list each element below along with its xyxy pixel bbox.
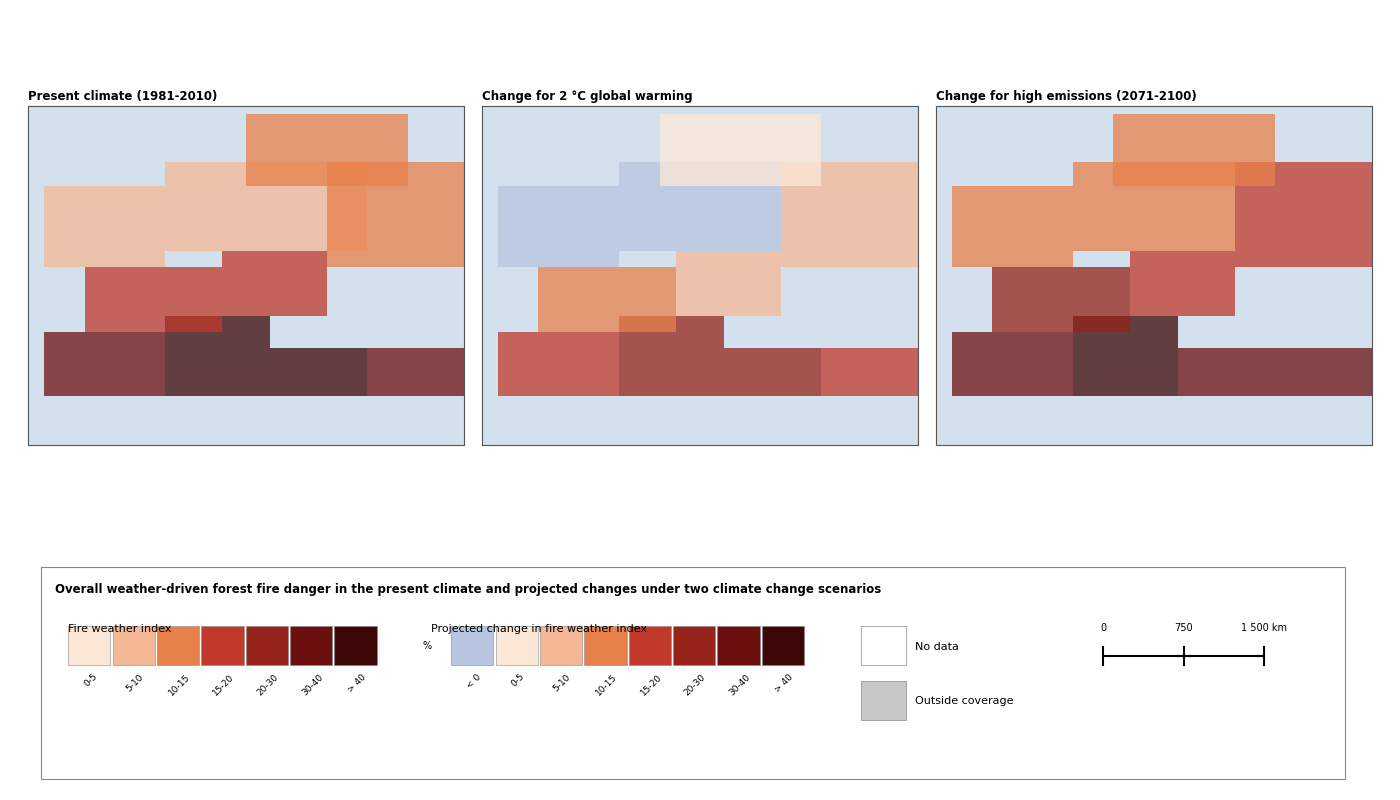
Text: < 0: < 0 — [465, 672, 483, 690]
FancyBboxPatch shape — [540, 626, 582, 666]
Text: Change for 2 °C global warming: Change for 2 °C global warming — [482, 90, 693, 103]
FancyBboxPatch shape — [335, 626, 377, 666]
Bar — [45, 332, 165, 397]
FancyBboxPatch shape — [861, 626, 906, 666]
Text: No data: No data — [916, 642, 959, 652]
Text: 0-5: 0-5 — [83, 672, 99, 689]
Bar — [1072, 162, 1235, 251]
Text: 30-40: 30-40 — [300, 672, 325, 697]
Text: 10-15: 10-15 — [167, 672, 192, 697]
Bar — [367, 348, 465, 397]
Bar — [246, 114, 407, 186]
Text: 15-20: 15-20 — [211, 672, 237, 697]
FancyBboxPatch shape — [762, 626, 804, 666]
Bar — [781, 162, 918, 267]
Text: > 40: > 40 — [346, 672, 368, 694]
Bar — [223, 251, 328, 316]
Text: 5-10: 5-10 — [552, 672, 573, 693]
Bar — [952, 332, 1072, 397]
FancyBboxPatch shape — [202, 626, 244, 666]
FancyBboxPatch shape — [861, 682, 906, 720]
Bar — [539, 267, 676, 332]
Text: 20-30: 20-30 — [683, 672, 708, 697]
Bar — [676, 251, 781, 316]
Text: Fire weather index: Fire weather index — [69, 624, 172, 634]
Text: 10-15: 10-15 — [594, 672, 619, 697]
Text: Projected change in fire weather index: Projected change in fire weather index — [431, 624, 647, 634]
Bar — [1235, 162, 1372, 267]
Text: Change for high emissions (2071-2100): Change for high emissions (2071-2100) — [935, 90, 1197, 103]
Bar — [498, 332, 619, 397]
FancyBboxPatch shape — [157, 626, 199, 666]
Bar — [498, 186, 619, 267]
Text: > 40: > 40 — [773, 672, 795, 694]
FancyBboxPatch shape — [451, 626, 493, 666]
Text: 0: 0 — [1100, 623, 1106, 634]
FancyBboxPatch shape — [673, 626, 715, 666]
FancyBboxPatch shape — [112, 626, 155, 666]
Bar — [165, 316, 270, 397]
Text: 750: 750 — [1175, 623, 1193, 634]
Text: %: % — [421, 641, 431, 651]
Bar — [993, 267, 1130, 332]
Bar — [822, 348, 918, 397]
Bar — [45, 186, 165, 267]
FancyBboxPatch shape — [69, 626, 111, 666]
Bar — [1072, 316, 1177, 397]
FancyBboxPatch shape — [42, 567, 1345, 779]
Text: 30-40: 30-40 — [727, 672, 752, 697]
Bar — [1113, 114, 1275, 186]
Text: Outside coverage: Outside coverage — [916, 696, 1014, 706]
Text: 15-20: 15-20 — [638, 672, 664, 697]
Bar — [1130, 251, 1235, 316]
Bar — [619, 316, 724, 397]
Bar — [1177, 348, 1275, 397]
Bar — [270, 348, 367, 397]
Text: Overall weather-driven forest fire danger in the present climate and projected c: Overall weather-driven forest fire dange… — [55, 583, 881, 596]
Bar — [724, 348, 822, 397]
Bar — [165, 162, 367, 251]
Text: Present climate (1981-2010): Present climate (1981-2010) — [28, 90, 217, 103]
Bar — [328, 162, 465, 267]
Text: 1 500 km: 1 500 km — [1242, 623, 1288, 634]
FancyBboxPatch shape — [629, 626, 671, 666]
FancyBboxPatch shape — [290, 626, 332, 666]
Bar — [952, 186, 1072, 267]
Bar — [1275, 348, 1372, 397]
FancyBboxPatch shape — [496, 626, 538, 666]
Text: 20-30: 20-30 — [255, 672, 280, 697]
FancyBboxPatch shape — [246, 626, 288, 666]
Text: 0-5: 0-5 — [510, 672, 526, 689]
FancyBboxPatch shape — [584, 626, 627, 666]
Bar — [619, 162, 781, 251]
FancyBboxPatch shape — [717, 626, 760, 666]
Bar — [84, 267, 223, 332]
Text: 5-10: 5-10 — [125, 672, 146, 693]
Bar — [659, 114, 822, 186]
